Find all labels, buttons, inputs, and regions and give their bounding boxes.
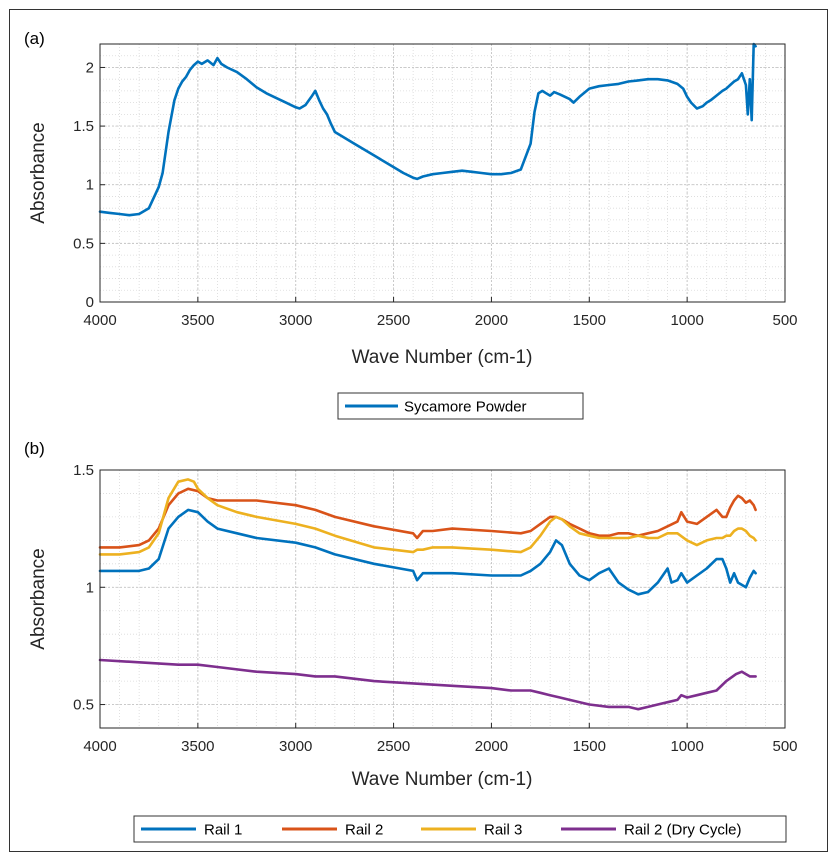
x-tick-label: 2500 (377, 312, 410, 329)
series-line-rail-3 (98, 478, 757, 556)
series-line-rail-2-dry-cycle (98, 658, 757, 711)
x-tick-label: 500 (772, 312, 797, 329)
panel-a-label: (a) (24, 29, 45, 48)
legend-label-rail-2: Rail 2 (345, 822, 383, 839)
panel-a-y-ticks: 0 0.5 1 1.5 2 (73, 59, 105, 311)
x-tick-label: 3500 (181, 738, 214, 755)
y-tick-label: 0.5 (73, 697, 94, 714)
x-tick-label: 1500 (573, 738, 606, 755)
x-tick-label: 1500 (573, 312, 606, 329)
panel-b: (b) 4000 3500 3000 2500 2000 1500 1000 500 0.5 1… (24, 439, 798, 843)
panel-b-x-axis-label: Wave Number (cm-1) (352, 769, 533, 790)
panel-b-x-ticks: 4000 3500 3000 2500 2000 1500 1000 500 (83, 723, 798, 755)
panel-b-axes-box (99, 469, 786, 729)
x-tick-label: 3500 (181, 312, 214, 329)
y-tick-label: 2 (86, 59, 94, 76)
y-tick-label: 0 (86, 294, 94, 311)
x-tick-label: 1000 (670, 312, 703, 329)
panel-a-x-ticks: 4000 3500 3000 2500 2000 1500 1000 500 (83, 297, 798, 329)
panel-b-y-axis-label: Absorbance (28, 548, 49, 649)
panel-b-label: (b) (24, 439, 45, 458)
legend-label-rail-2-dry-cycle: Rail 2 (Dry Cycle) (624, 822, 742, 839)
panel-a: (a) 4000 3500 3000 2500 2000 1500 1000 500 0 0.5… (24, 29, 798, 420)
y-tick-label: 0.5 (73, 235, 94, 252)
panel-a-axes-box (99, 43, 786, 303)
panel-a-series (98, 42, 757, 217)
panel-a-x-axis-label: Wave Number (cm-1) (352, 347, 533, 368)
y-tick-label: 1 (86, 177, 94, 194)
y-tick-label: 1 (86, 579, 94, 596)
x-tick-label: 4000 (83, 312, 116, 329)
x-tick-label: 1000 (670, 738, 703, 755)
panel-b-legend: Rail 1 Rail 2 Rail 3 Rail 2 (Dry Cycle) (133, 815, 787, 843)
panel-b-plot-area (100, 470, 785, 728)
x-tick-label: 2500 (377, 738, 410, 755)
panel-b-series (98, 478, 757, 711)
series-line-rail-1 (98, 508, 757, 596)
y-tick-label: 1.5 (73, 118, 94, 135)
x-tick-label: 4000 (83, 738, 116, 755)
x-tick-label: 2000 (475, 312, 508, 329)
legend-label-sycamore-powder: Sycamore Powder (404, 399, 527, 416)
legend-label-rail-3: Rail 3 (484, 822, 522, 839)
legend-label-rail-1: Rail 1 (204, 822, 242, 839)
x-tick-label: 2000 (475, 738, 508, 755)
x-tick-label: 500 (772, 738, 797, 755)
panel-b-y-ticks: 0.5 1 1.5 (73, 462, 105, 714)
x-tick-label: 3000 (279, 738, 312, 755)
x-tick-label: 3000 (279, 312, 312, 329)
y-tick-label: 1.5 (73, 462, 94, 479)
panel-a-legend: Sycamore Powder (337, 392, 584, 420)
panel-a-y-axis-label: Absorbance (28, 122, 49, 223)
series-line-sycamore-powder (98, 42, 757, 217)
